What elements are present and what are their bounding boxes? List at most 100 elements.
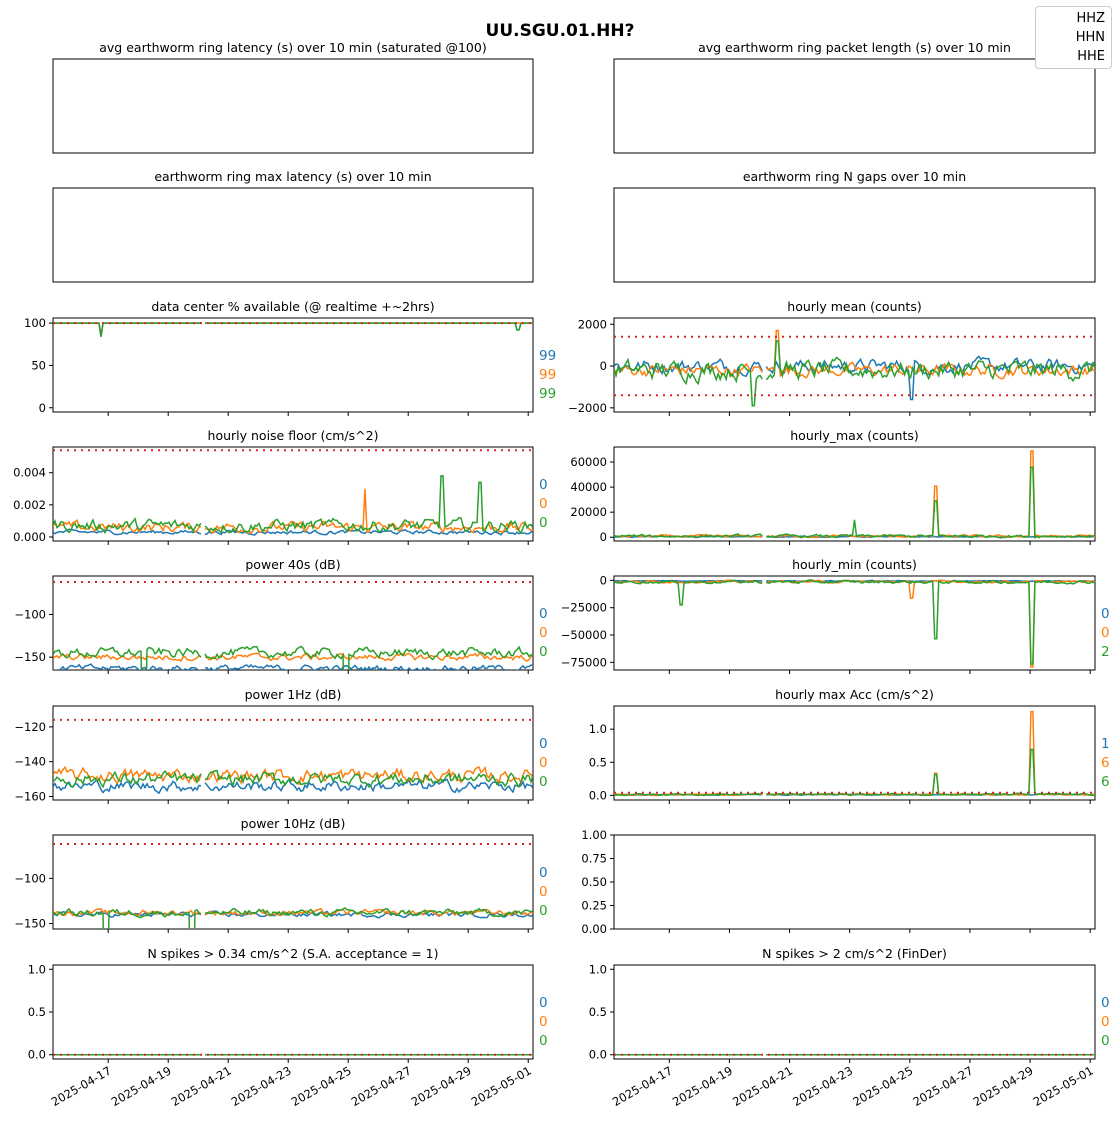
y-tick-label: 0: [39, 401, 46, 415]
y-tick-label: 60000: [570, 455, 607, 469]
y-tick-label: 2000: [578, 317, 607, 331]
end-label-hhe: 0: [539, 903, 548, 919]
end-label-hhz: 0: [539, 865, 548, 881]
panel-title: N spikes > 0.34 cm/s^2 (S.A. acceptance …: [147, 946, 438, 961]
end-label-hhz: 0: [1101, 606, 1110, 622]
y-tick-label: −100: [14, 607, 46, 621]
end-label-hhz: 0: [539, 736, 548, 752]
panel-title: hourly_min (counts): [792, 557, 917, 572]
y-tick-label: 0.5: [589, 755, 607, 769]
axes-frame: [52, 834, 534, 930]
panel-title: earthworm ring max latency (s) over 10 m…: [154, 169, 431, 184]
panel-title: power 10Hz (dB): [241, 816, 346, 831]
legend-entry-hhn: HHN: [1075, 30, 1105, 45]
y-tick-label: 20000: [570, 505, 607, 519]
x-tick-label: 2025-04-21: [169, 1063, 234, 1109]
axes-frame: [52, 58, 534, 154]
end-label-hhe: 0: [539, 774, 548, 790]
end-label-hhe: 2: [1101, 644, 1110, 660]
end-label-hhn: 6: [1101, 755, 1110, 771]
y-tick-label: 0: [600, 359, 607, 373]
x-tick-label: 2025-04-17: [610, 1063, 675, 1109]
panel-power-1hz: power 1Hz (dB) −160 −140 −120 0 0 0: [14, 687, 548, 804]
x-tick-label: 2025-04-23: [790, 1063, 855, 1109]
axes-frame: [52, 446, 534, 542]
panel-n-gaps: earthworm ring N gaps over 10 min: [613, 169, 1096, 283]
series-line-hhz: [53, 778, 533, 795]
x-tick-label: 2025-04-29: [409, 1063, 474, 1109]
panel-n-spikes-2: N spikes > 2 cm/s^2 (FinDer) 0.0 0.5 1.0 202…: [589, 946, 1110, 1109]
series-line-hhe: [614, 748, 1095, 797]
axes-frame: [613, 575, 1096, 671]
y-tick-label: −2000: [568, 401, 607, 415]
panel-noise-floor: hourly noise floor (cm/s^2) 0.000 0.002 0.0…: [13, 428, 548, 545]
panel-power-40s: power 40s (dB) −150 −100 0 0 0: [14, 557, 548, 674]
x-tick-label: 2025-04-25: [289, 1063, 354, 1109]
x-tick-label: 2025-04-23: [229, 1063, 294, 1109]
panel-hourly-max: hourly_max (counts) 0 20000 40000 60000: [570, 428, 1096, 545]
x-tick-label: 2025-04-27: [911, 1063, 976, 1109]
x-tick-label: 2025-04-27: [349, 1063, 414, 1109]
y-tick-label: 50: [31, 358, 46, 372]
y-tick-label: 0.25: [581, 899, 607, 913]
end-label-hhn: 0: [539, 755, 548, 771]
y-tick-label: −150: [14, 650, 46, 664]
panel-blank-axes: 0.00 0.25 0.50 0.75 1.00: [581, 828, 1096, 936]
y-tick-label: 0.0: [28, 1048, 46, 1062]
series-line-hhz: [53, 663, 533, 670]
y-tick-label: 0.5: [28, 1005, 46, 1019]
end-label-hhn: 0: [1101, 1014, 1110, 1030]
series-line-hhn: [53, 652, 533, 663]
y-tick-label: 0: [600, 573, 607, 587]
panel-power-10hz: power 10Hz (dB) −150 −100 0 0 0: [14, 816, 548, 933]
series-line-hhz: [53, 322, 533, 337]
end-label-hhn: 0: [539, 496, 548, 512]
series-line-hhe: [614, 466, 1095, 539]
end-label-hhn: 0: [1101, 625, 1110, 641]
x-tick-label: 2025-04-29: [971, 1063, 1036, 1109]
y-tick-label: 1.0: [589, 962, 607, 976]
panel-title: hourly noise floor (cm/s^2): [208, 428, 379, 443]
x-tick-label: 2025-05-01: [469, 1063, 534, 1109]
end-label-hhe: 99: [539, 386, 556, 402]
end-label-hhz: 1: [1101, 736, 1110, 752]
panel-title: data center % available (@ realtime +~2h…: [151, 299, 434, 314]
y-tick-label: 40000: [570, 480, 607, 494]
x-tick-label: 2025-04-19: [670, 1063, 735, 1109]
axes-frame: [52, 575, 534, 671]
axes-frame: [613, 705, 1096, 801]
y-tick-label: 0.75: [581, 852, 607, 866]
series-line-hhn: [614, 579, 1095, 668]
series-line-hhe: [614, 340, 1095, 407]
panel-title: hourly max Acc (cm/s^2): [775, 687, 934, 702]
panel-avg-latency: avg earthworm ring latency (s) over 10 m…: [52, 40, 534, 154]
y-tick-label: 0.50: [581, 875, 607, 889]
panel-max-latency: earthworm ring max latency (s) over 10 m…: [52, 169, 534, 283]
panel-title: N spikes > 2 cm/s^2 (FinDer): [762, 946, 947, 961]
end-label-hhn: 0: [539, 625, 548, 641]
panel-title: earthworm ring N gaps over 10 min: [743, 169, 966, 184]
series-line-hhe: [53, 322, 533, 337]
y-tick-label: 1.0: [589, 722, 607, 736]
x-tick-label: 2025-04-25: [850, 1063, 915, 1109]
y-tick-label: 0.000: [13, 530, 46, 544]
series-line-hhn: [53, 488, 533, 535]
end-label-hhn: 0: [539, 884, 548, 900]
series-line-hhe: [53, 769, 533, 789]
panel-title: hourly mean (counts): [787, 299, 921, 314]
y-tick-label: 0.5: [589, 1005, 607, 1019]
y-tick-label: 1.00: [581, 828, 607, 842]
end-label-hhn: 99: [539, 367, 556, 383]
end-label-hhe: 6: [1101, 774, 1110, 790]
panel-n-spikes-034: N spikes > 0.34 cm/s^2 (S.A. acceptance …: [28, 946, 548, 1109]
y-tick-label: 100: [24, 316, 46, 330]
axes-frame: [613, 446, 1096, 542]
panel-title: hourly_max (counts): [790, 428, 919, 443]
axes-frame: [613, 58, 1096, 154]
y-tick-label: −150: [14, 917, 46, 931]
x-tick-label: 2025-05-01: [1031, 1063, 1096, 1109]
y-tick-label: 0.00: [581, 922, 607, 936]
end-label-hhz: 0: [1101, 995, 1110, 1011]
